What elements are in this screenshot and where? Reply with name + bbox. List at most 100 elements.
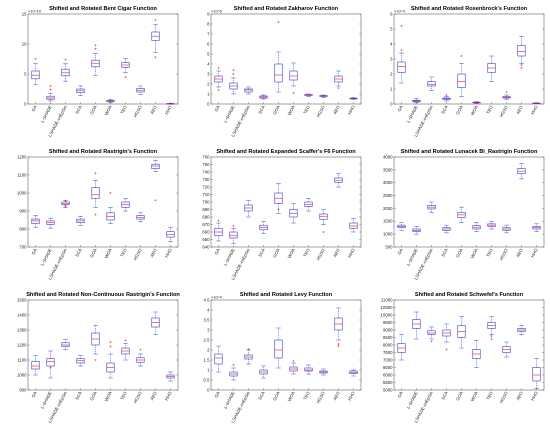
- x-tick-label: AEO: [515, 247, 524, 258]
- chart-panel-9: Shifted and Rotated Schwefel's Function 5…: [368, 288, 548, 428]
- box-teo: [121, 339, 130, 361]
- y-tick-label: 5: [24, 71, 27, 76]
- box-woa: [472, 222, 481, 232]
- y-tick-label: 0: [207, 387, 210, 392]
- outlier-marker: [217, 66, 220, 70]
- x-tick-label: GA: [213, 391, 220, 399]
- y-tick-label: 0: [207, 101, 210, 106]
- x-tick-label: HHO: [347, 247, 356, 258]
- box-l-shade: [46, 84, 55, 102]
- chart-svg: Shifted and Rotated Non-Continuous Rastr…: [17, 292, 180, 424]
- x-tick-label: HGSO: [132, 390, 143, 404]
- iqr-box: [397, 61, 406, 73]
- box-ga: [397, 24, 406, 84]
- y-tick-label: 750: [202, 162, 210, 167]
- x-tick-label: SCA: [74, 105, 83, 115]
- box-ga: [214, 66, 223, 92]
- iqr-box: [532, 367, 541, 382]
- y-tick-label: 500: [385, 244, 393, 249]
- outlier-marker: [217, 219, 220, 222]
- x-tick-label: SCA: [440, 391, 449, 401]
- x-tick-label: HGSO: [498, 247, 509, 261]
- y-tick-label: 700: [19, 244, 27, 249]
- box-woa: [106, 340, 115, 379]
- chart-svg: Shifted and Rotated Rosenbrock's Functio…: [390, 6, 545, 138]
- x-tick-label: AEO: [332, 247, 341, 258]
- y-tick-label: 1000: [17, 372, 27, 377]
- outlier-marker: [400, 48, 403, 52]
- box-hgso: [502, 341, 511, 358]
- x-tick-label: HGSO: [132, 104, 143, 118]
- x-tick-label: GA: [30, 105, 37, 113]
- iqr-box: [244, 88, 253, 93]
- y-tick-label: 700: [202, 199, 210, 204]
- x-tick-label: HHO: [164, 390, 173, 401]
- box-lshade-cnepsin: [427, 326, 436, 343]
- y-tick-label: 2500: [383, 193, 393, 198]
- box-teo: [121, 198, 130, 212]
- outlier-marker: [460, 54, 463, 58]
- box-aeo: [334, 70, 343, 90]
- box-woa: [472, 101, 481, 104]
- box-goa: [457, 206, 466, 223]
- outlier-marker: [94, 213, 97, 216]
- box-sca: [259, 94, 268, 100]
- box-goa: [91, 325, 100, 362]
- x-tick-label: TEO: [485, 104, 494, 115]
- y-tick-label: 720: [202, 184, 210, 189]
- x-tick-label: L-SHADE: [406, 248, 419, 267]
- outlier-marker: [430, 340, 433, 343]
- x-tick-label: WOA: [104, 105, 113, 117]
- y-tick-label: 3: [390, 56, 393, 61]
- x-tick-label: WOA: [287, 248, 296, 260]
- iqr-box: [289, 70, 298, 81]
- outlier-marker: [94, 47, 97, 50]
- outlier-marker: [49, 84, 52, 88]
- box-hho: [349, 97, 358, 100]
- outlier-marker: [400, 24, 403, 28]
- outlier-marker: [124, 339, 127, 342]
- y-tick-label: 5: [207, 51, 210, 56]
- y-tick-label: 8: [207, 21, 210, 26]
- y-tick-label: 6000: [383, 372, 393, 377]
- y-tick-label: 8500: [383, 335, 393, 340]
- outlier-marker: [154, 56, 157, 59]
- y-tick-label: 5000: [383, 387, 393, 392]
- y-tick-label: 8000: [383, 342, 393, 347]
- y-tick-label: 3.5: [204, 317, 211, 322]
- x-tick-label: HGSO: [315, 390, 326, 404]
- chart-svg: Shifted and Rotated Zakharov Function ×10…: [207, 6, 362, 138]
- y-tick-label: 6500: [383, 365, 393, 370]
- y-tick-label: 6: [390, 11, 393, 16]
- chart-title: Shifted and Rotated Rastrigin's Function: [49, 149, 158, 155]
- y-axis-multiplier: ×10^4: [211, 295, 223, 300]
- x-tick-label: L-SHADE: [223, 105, 236, 124]
- x-tick-label: GA: [396, 248, 403, 256]
- outlier-marker: [109, 345, 112, 348]
- x-tick-label: AEO: [149, 104, 158, 115]
- box-hho: [349, 369, 358, 377]
- y-tick-label: 1200: [17, 154, 27, 159]
- box-l-shade: [229, 224, 238, 244]
- y-tick-label: 3: [207, 71, 210, 76]
- box-teo: [304, 93, 313, 97]
- chart-panel-1: Shifted and Rotated Bent Cigar Function ×…: [2, 2, 182, 142]
- y-tick-label: 1300: [17, 327, 27, 332]
- x-tick-label: AEO: [149, 390, 158, 401]
- box-l-shade: [412, 98, 421, 103]
- chart-title: Shifted and Rotated Rosenbrock's Functio…: [411, 6, 528, 12]
- box-ga: [214, 219, 223, 242]
- x-tick-label: AEO: [149, 247, 158, 258]
- y-tick-label: 1100: [17, 357, 27, 362]
- y-tick-label: 650: [202, 237, 210, 242]
- x-tick-label: SCA: [74, 248, 83, 258]
- box-hgso: [502, 224, 511, 234]
- x-tick-label: GOA: [455, 105, 464, 116]
- outlier-marker: [232, 72, 235, 76]
- x-tick-label: HHO: [347, 104, 356, 115]
- y-tick-label: 1: [207, 91, 210, 96]
- box-l-shade: [412, 226, 421, 235]
- chart-svg: Shifted and Rotated Lunacek Bi_Rastrigin…: [383, 149, 545, 281]
- y-tick-label: 2: [390, 71, 393, 76]
- x-tick-label: TEO: [485, 390, 494, 401]
